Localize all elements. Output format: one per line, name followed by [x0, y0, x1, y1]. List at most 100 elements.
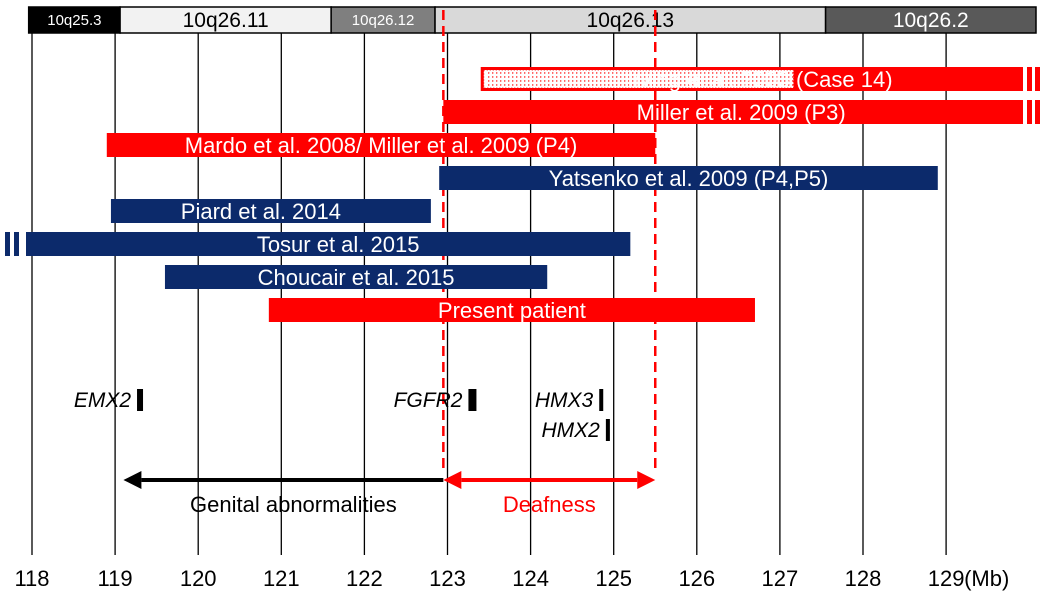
stipple-dot: [744, 84, 746, 86]
stipple-dot: [696, 72, 698, 74]
stipple-dot: [784, 76, 786, 78]
stipple-dot: [676, 80, 678, 82]
stipple-dot: [772, 72, 774, 74]
stipple-dot: [572, 76, 574, 78]
stipple-dot: [680, 84, 682, 86]
stipple-dot: [740, 72, 742, 74]
stipple-dot: [760, 76, 762, 78]
gene-label: FGFR2: [394, 389, 463, 412]
stipple-dot: [684, 76, 686, 78]
stipple-dot: [548, 76, 550, 78]
arrow-head: [637, 471, 656, 489]
stipple-dot: [520, 76, 522, 78]
stipple-dot: [552, 76, 554, 78]
stipple-dot: [584, 80, 586, 82]
stipple-dot: [536, 72, 538, 74]
stipple-dot: [708, 80, 710, 82]
stipple-dot: [716, 84, 718, 86]
study-label: Present patient: [438, 298, 586, 323]
stipple-dot: [552, 72, 554, 74]
stipple-dot: [492, 84, 494, 86]
region-label: Genital abnormalities: [190, 492, 397, 517]
stipple-dot: [488, 80, 490, 82]
stipple-dot: [748, 80, 750, 82]
stipple-dot: [668, 80, 670, 82]
deletion-bar: [443, 100, 1024, 124]
stipple-dot: [736, 72, 738, 74]
stipple-dot: [612, 72, 614, 74]
stipple-dot: [636, 80, 638, 82]
stipple-dot: [664, 80, 666, 82]
stipple-dot: [784, 72, 786, 74]
stipple-dot: [556, 84, 558, 86]
stipple-dot: [624, 84, 626, 86]
stipple-dot: [560, 80, 562, 82]
stipple-dot: [604, 84, 606, 86]
stipple-dot: [704, 72, 706, 74]
study-label: Miller et al. 2009 (P3): [637, 100, 846, 125]
stipple-dot: [744, 72, 746, 74]
stipple-dot: [564, 84, 566, 86]
stipple-dot: [648, 80, 650, 82]
stipple-dot: [596, 76, 598, 78]
stipple-dot: [508, 76, 510, 78]
arrow-head: [443, 471, 462, 489]
stipple-dot: [728, 72, 730, 74]
stipple-dot: [604, 76, 606, 78]
stipple-dot: [624, 80, 626, 82]
stipple-dot: [784, 84, 786, 86]
deletion-bar: [26, 232, 631, 256]
stipple-dot: [732, 72, 734, 74]
stipple-dot: [764, 80, 766, 82]
stipple-dot: [732, 80, 734, 82]
stipple-dot: [632, 72, 634, 74]
stipple-dot: [684, 84, 686, 86]
stipple-dot: [644, 72, 646, 74]
stipple-dot: [536, 76, 538, 78]
tick-label: 125: [595, 566, 632, 591]
stipple-dot: [504, 72, 506, 74]
stipple-dot: [592, 80, 594, 82]
cytoband: [824, 6, 1037, 34]
stipple-dot: [588, 72, 590, 74]
stipple-dot: [640, 84, 642, 86]
stipple-dot: [776, 80, 778, 82]
stipple-dot: [792, 80, 794, 82]
stipple-dot: [692, 76, 694, 78]
stipple-dot: [528, 80, 530, 82]
stipple-dot: [620, 76, 622, 78]
stipple-dot: [600, 84, 602, 86]
stipple-dot: [736, 84, 738, 86]
bar-break-segment: [1027, 100, 1032, 124]
dotted-segment: [483, 69, 795, 89]
tick-label: 128: [845, 566, 882, 591]
tick-label: 129: [928, 566, 965, 591]
stipple-dot: [684, 80, 686, 82]
stipple-dot: [724, 80, 726, 82]
stipple-dot: [616, 72, 618, 74]
stipple-dot: [568, 80, 570, 82]
stipple-dot: [572, 72, 574, 74]
bar-break-segment: [5, 232, 10, 256]
cytoband-label: 10q26.12: [352, 12, 415, 29]
stipple-dot: [740, 80, 742, 82]
study-label: Mardo et al. 2008/ Miller et al. 2009 (P…: [185, 133, 578, 158]
stipple-dot: [524, 84, 526, 86]
stipple-dot: [636, 76, 638, 78]
stipple-dot: [516, 84, 518, 86]
stipple-dot: [740, 76, 742, 78]
stipple-dot: [664, 76, 666, 78]
study-label: Irving et al. 2003 (Case 14): [627, 67, 892, 92]
stipple-dot: [580, 84, 582, 86]
stipple-dot: [556, 72, 558, 74]
arrow-head: [123, 471, 142, 489]
stipple-dot: [700, 80, 702, 82]
stipple-dot: [792, 76, 794, 78]
study-label: Choucair et al. 2015: [258, 265, 455, 290]
stipple-dot: [744, 76, 746, 78]
stipple-dot: [764, 84, 766, 86]
stipple-dot: [768, 76, 770, 78]
stipple-dot: [580, 72, 582, 74]
stipple-dot: [584, 84, 586, 86]
